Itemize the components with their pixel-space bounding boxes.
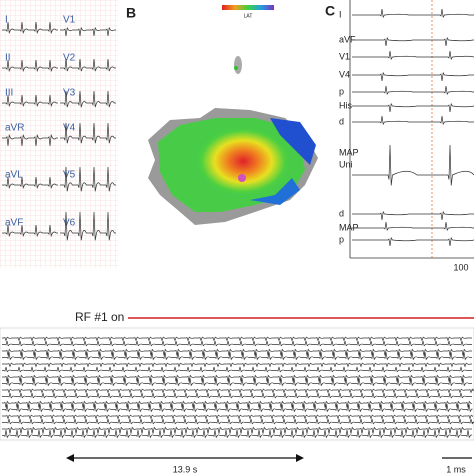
recording-trace [2, 400, 473, 408]
channel-label: Uni [339, 159, 353, 169]
channel-label: V4 [339, 69, 350, 79]
signal-trace [352, 102, 474, 113]
ecg-trace [60, 211, 116, 241]
recording-trace [2, 340, 472, 347]
annotation: RF #1 on [75, 310, 124, 324]
lead-label: aVR [5, 123, 24, 134]
recording-trace [2, 429, 473, 439]
channel-label: MAP [339, 222, 359, 232]
lead-label: I [5, 15, 8, 26]
recording-frame [0, 327, 474, 441]
recording-trace [2, 388, 474, 394]
duration-label: 13.9 s [173, 464, 198, 474]
recording-trace [2, 392, 472, 399]
channel-label: d [339, 208, 344, 218]
heart-map-heat [186, 127, 290, 203]
signal-trace [352, 115, 474, 126]
channel-label: I [339, 9, 342, 19]
signal-trace [352, 36, 474, 47]
recording-trace [2, 362, 472, 368]
ecg-trace [2, 94, 58, 108]
recording-trace [2, 374, 472, 382]
channel-label: p [339, 234, 344, 244]
signal-trace [352, 71, 474, 82]
signal-trace [352, 8, 474, 19]
channel-label: p [339, 86, 344, 96]
scale-label: 1 ms [446, 464, 466, 474]
ecg-trace [2, 59, 58, 73]
lead-label: aVL [5, 170, 23, 181]
channel-label: aVF [339, 34, 356, 44]
catheter-tip [234, 66, 238, 70]
recording-trace [2, 377, 472, 387]
recording-trace [2, 403, 473, 413]
ecg-trace [60, 26, 116, 37]
lead-label: V2 [63, 53, 76, 64]
recording-trace [2, 426, 472, 434]
scale-label: 100 [453, 262, 468, 272]
lead-label: V1 [63, 15, 76, 26]
signal-trace [352, 85, 474, 96]
signal-trace [352, 144, 474, 186]
ecg-trace [2, 224, 58, 238]
lead-label: aVF [5, 218, 23, 229]
lead-label: V5 [63, 170, 76, 181]
channel-label: His [339, 100, 352, 110]
signal-trace [352, 236, 474, 247]
ecg-paper [0, 0, 118, 268]
ecg-trace [2, 21, 58, 35]
recording-trace [2, 351, 472, 361]
colorbar-label: LAT [244, 13, 253, 19]
ablation-point [238, 174, 246, 182]
channel-label: MAP [339, 147, 359, 157]
lead-label: V4 [63, 123, 76, 134]
catheter [234, 56, 242, 74]
recording-trace [2, 348, 472, 356]
recording-trace [2, 336, 472, 342]
channel-label: d [339, 116, 344, 126]
colorbar [222, 5, 274, 10]
ecg-trace [60, 122, 116, 144]
signal-trace [352, 50, 474, 61]
ecg-trace [2, 133, 58, 147]
recording-trace [2, 418, 474, 425]
lead-label: II [5, 53, 11, 64]
ecg-trace [60, 166, 116, 192]
ecg-trace [2, 176, 58, 190]
heart-map-blue [270, 118, 316, 165]
panel-label: B [126, 5, 136, 21]
signal-trace [352, 221, 474, 232]
panel-label: C [325, 3, 335, 19]
recording-trace [2, 414, 474, 420]
ecg-trace [60, 58, 116, 72]
ecg-trace [60, 90, 116, 108]
lead-label: III [5, 88, 13, 99]
signal-trace [352, 210, 474, 221]
lead-label: V3 [63, 88, 76, 99]
recording-trace [2, 366, 472, 373]
channel-label: V1 [339, 51, 350, 61]
lead-label: V6 [63, 218, 76, 229]
